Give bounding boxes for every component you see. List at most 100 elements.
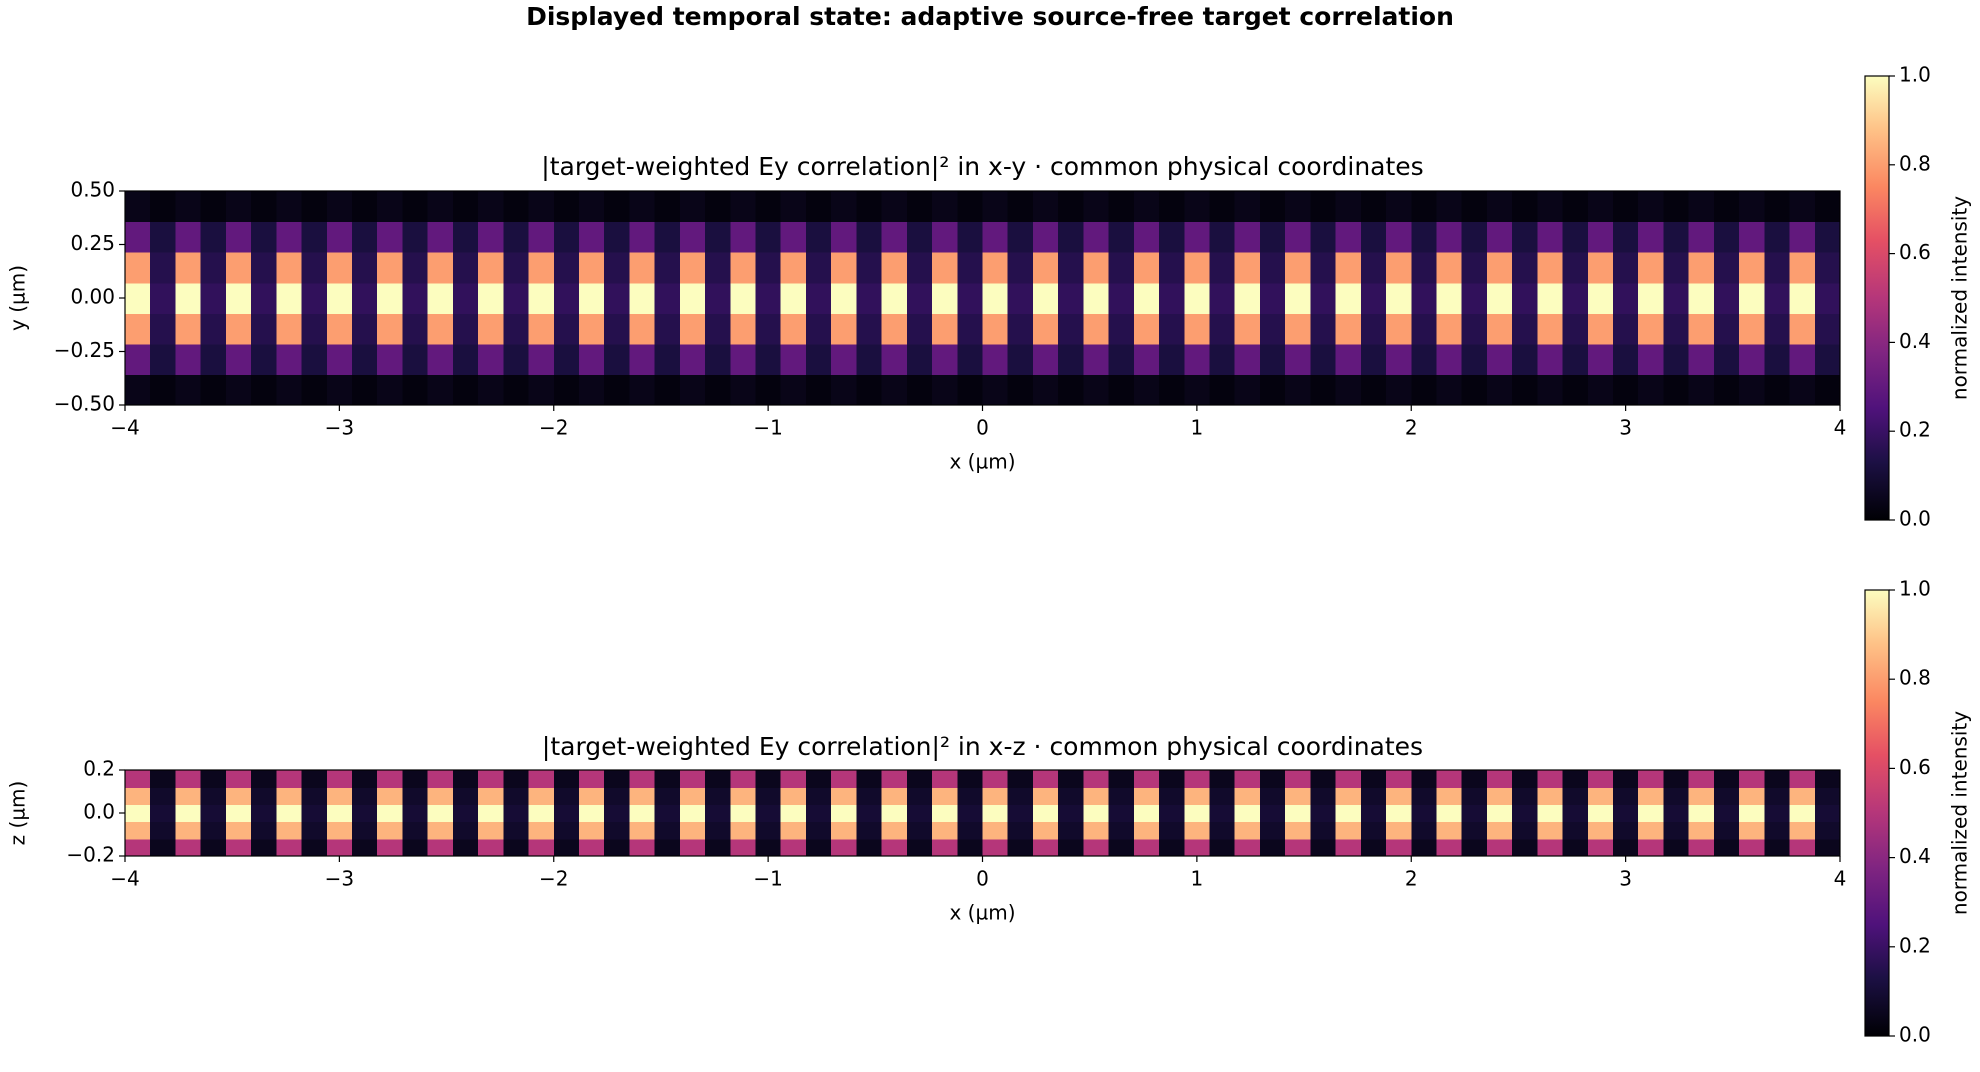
heatmap-cell <box>1285 821 1311 840</box>
heatmap-cell <box>1234 221 1261 253</box>
heatmap-cell <box>578 770 605 788</box>
heatmap-cell <box>200 282 227 314</box>
heatmap-cell <box>982 821 1009 840</box>
heatmap-cell <box>1386 838 1412 857</box>
heatmap-cell <box>528 282 555 314</box>
heatmap-cell <box>881 804 908 823</box>
heatmap-cell <box>200 821 227 840</box>
heatmap-cell <box>629 252 656 284</box>
heatmap-cell <box>402 838 429 857</box>
heatmap-cell <box>1789 313 1816 345</box>
heatmap-cell <box>1209 804 1236 823</box>
heatmap-cell <box>1360 252 1387 284</box>
heatmap-cell <box>1814 838 1841 857</box>
heatmap-cell <box>402 282 429 314</box>
heatmap-cell <box>200 191 227 223</box>
heatmap-cell <box>175 838 202 857</box>
heatmap-cell <box>755 770 782 788</box>
heatmap-cell <box>553 221 580 253</box>
heatmap-cell <box>1764 343 1791 376</box>
x-tick-label: −4 <box>110 867 139 891</box>
heatmap-cell <box>1285 838 1311 857</box>
heatmap-cell <box>1360 838 1387 857</box>
heatmap-cell <box>654 838 681 857</box>
heatmap-cell <box>957 252 984 284</box>
heatmap-cell <box>604 252 631 284</box>
heatmap-cell <box>1360 804 1387 823</box>
heatmap-cell <box>1234 374 1261 406</box>
heatmap-cell <box>578 374 605 406</box>
heatmap-cell <box>1007 787 1034 805</box>
heatmap-cell <box>200 313 227 345</box>
heatmap-cell <box>1184 221 1211 253</box>
heatmap-cell <box>1335 313 1362 345</box>
heatmap-cell <box>982 191 1009 223</box>
heatmap-cell <box>1411 374 1438 406</box>
heatmap-cell <box>906 221 933 253</box>
heatmap-cell <box>906 313 933 345</box>
heatmap-cell <box>553 252 580 284</box>
heatmap-cell <box>1663 191 1690 223</box>
heatmap-cell <box>402 343 429 376</box>
heatmap-cell <box>150 221 177 253</box>
heatmap-cell <box>805 374 832 406</box>
heatmap-cell <box>1814 821 1841 840</box>
heatmap-cell <box>503 770 530 788</box>
heatmap-cell <box>1032 252 1059 284</box>
heatmap-cell <box>1209 252 1236 284</box>
heatmap-cell <box>1486 221 1513 253</box>
heatmap-cell <box>1764 374 1791 406</box>
heatmap-cell <box>553 838 580 857</box>
heatmap-cell <box>1083 343 1110 376</box>
heatmap-cell <box>679 343 706 376</box>
heatmap-cell <box>654 252 681 284</box>
heatmap-cell <box>1184 374 1211 406</box>
x-tick-label: −1 <box>753 416 782 440</box>
heatmap-cell <box>1562 313 1589 345</box>
heatmap-cell <box>1814 804 1841 823</box>
heatmap-cell <box>478 313 504 345</box>
heatmap-cell <box>1259 282 1286 314</box>
heatmap-cell <box>1461 252 1488 284</box>
heatmap-cell <box>755 787 782 805</box>
heatmap-cell <box>982 252 1009 284</box>
heatmap-cell <box>730 191 757 223</box>
heatmap-cell <box>1688 343 1715 376</box>
heatmap-cell <box>1007 282 1034 314</box>
heatmap-cell <box>755 804 782 823</box>
heatmap-cell <box>578 191 605 223</box>
heatmap-cell <box>276 282 303 314</box>
heatmap-cell <box>427 313 454 345</box>
heatmap-cell <box>452 374 479 406</box>
heatmap-cell <box>654 821 681 840</box>
heatmap-cell <box>251 821 277 840</box>
heatmap-cell <box>1159 343 1185 376</box>
heatmap-cell <box>225 838 252 857</box>
heatmap-cell <box>654 804 681 823</box>
heatmap-cell <box>578 821 605 840</box>
heatmap-cell <box>276 804 303 823</box>
heatmap-cell <box>805 838 832 857</box>
heatmap-cell <box>730 343 757 376</box>
heatmap-cell <box>1259 838 1286 857</box>
heatmap-cell <box>1159 313 1185 345</box>
heatmap-cell <box>1234 282 1261 314</box>
heatmap-cell <box>705 787 731 805</box>
heatmap-cell <box>1159 787 1185 805</box>
heatmap-cell <box>301 804 328 823</box>
heatmap-cell <box>1360 221 1387 253</box>
heatmap-cell <box>1108 313 1135 345</box>
heatmap-cell <box>251 374 277 406</box>
heatmap-cell <box>1108 282 1135 314</box>
heatmap-cell <box>1663 221 1690 253</box>
heatmap-cell <box>402 804 429 823</box>
heatmap-cell <box>1184 313 1211 345</box>
heatmap-cell <box>1663 838 1690 857</box>
heatmap-cell <box>1713 343 1740 376</box>
heatmap-cell <box>1436 374 1463 406</box>
heatmap-cell <box>1360 191 1387 223</box>
colorbar <box>1864 75 1890 521</box>
heatmap-cell <box>1108 374 1135 406</box>
heatmap-cell <box>1486 804 1513 823</box>
heatmap-cell <box>125 282 151 314</box>
